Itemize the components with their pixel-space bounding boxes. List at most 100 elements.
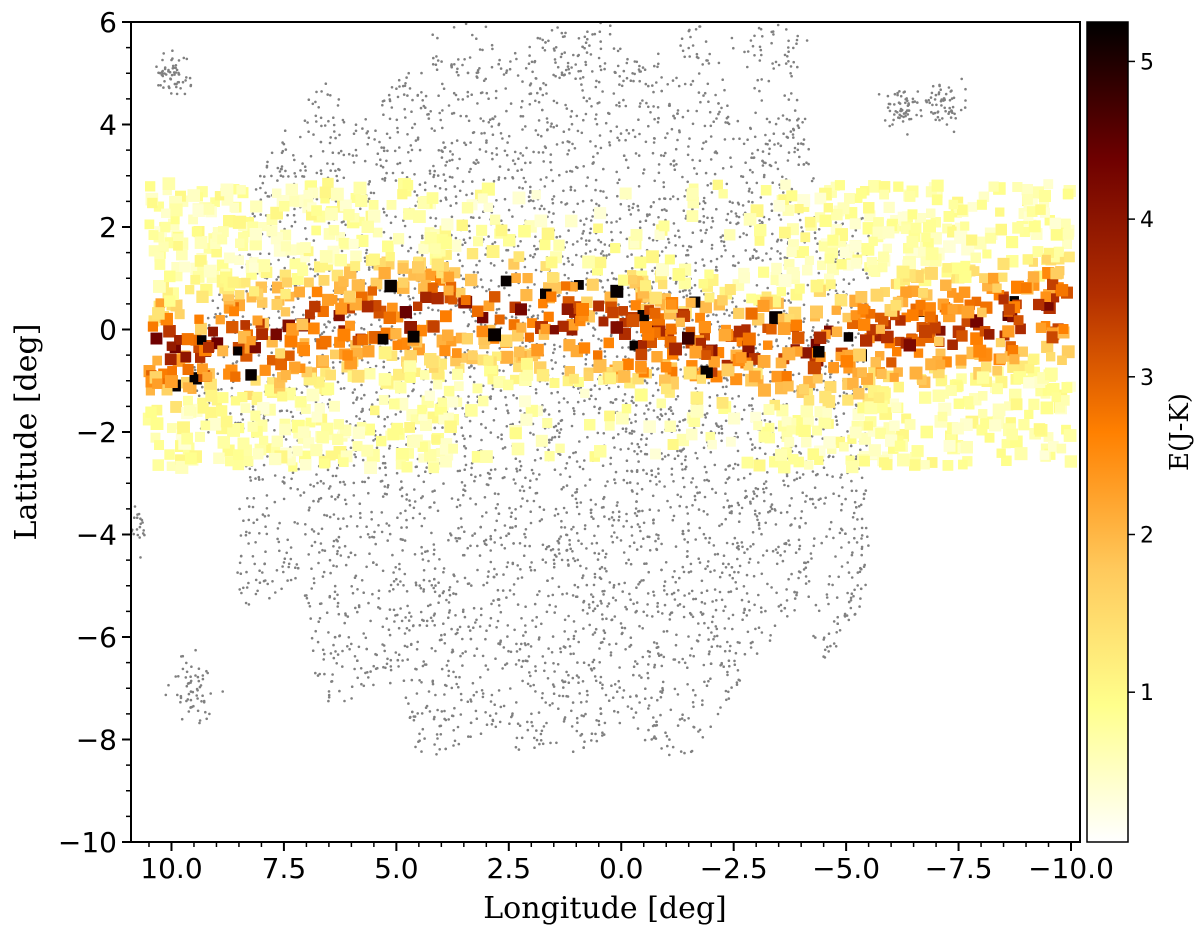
background-star-point [721,562,725,565]
background-star-point [654,475,658,479]
background-star-point [335,552,339,556]
background-star-point [457,742,461,746]
background-star-point [508,589,512,592]
background-star-point [684,467,687,471]
background-star-point [749,258,752,261]
background-star-point [683,538,686,541]
background-star-point [657,537,660,540]
background-star-point [839,476,842,479]
background-star-point [308,605,312,608]
background-star-point [683,458,687,462]
background-star-point [859,503,863,507]
background-star-point [491,117,494,120]
background-star-point [687,717,690,720]
background-star-point [653,665,656,669]
background-star-point [339,387,343,391]
background-star-point [309,267,312,271]
background-star-point [638,132,641,136]
background-star-point [764,609,767,613]
background-star-point [684,353,688,356]
background-star-point [242,519,245,522]
background-star-point [533,244,536,248]
background-star-point [863,563,866,567]
background-star-point [784,345,788,348]
background-star-point [612,518,616,522]
background-star-point [597,204,601,207]
background-star-point [714,625,718,628]
background-star-point [408,235,412,239]
background-star-point [748,187,751,191]
background-star-point [433,333,437,336]
background-star-point [708,536,712,540]
background-star-point [800,142,803,145]
background-star-point [726,104,729,107]
background-star-point [643,738,647,742]
background-star-point [644,82,648,86]
background-star-point [363,256,367,260]
background-star-point [824,496,827,500]
background-star-point [795,477,799,481]
background-star-point [703,621,706,625]
background-star-point [561,372,565,375]
background-star-point [601,734,604,737]
background-star-point [765,117,769,121]
background-star-point [492,575,496,579]
background-star-point [414,583,418,587]
background-star-point [438,111,442,115]
background-star-point [565,592,569,595]
background-star-point [649,205,653,209]
background-star-point [724,481,728,485]
background-star-point [354,148,358,152]
background-star-point [498,58,501,62]
background-star-point [761,164,765,167]
background-star-point [382,230,386,234]
background-star-point [686,249,689,252]
background-star-point [417,740,420,743]
background-star-point [526,659,529,663]
background-star-point [431,619,434,623]
background-star-point [625,561,628,565]
background-star-point [342,387,346,390]
background-star-point [240,266,244,269]
background-star-point [574,595,578,598]
background-star-point [685,253,688,257]
background-star-point [449,533,453,537]
background-star-point [563,630,566,633]
background-star-point [491,242,494,246]
background-star-point [793,517,797,520]
background-star-point [843,615,847,618]
background-star-point [423,517,426,520]
background-star-point [357,645,361,649]
background-star-point [802,568,806,571]
background-star-point [719,706,722,709]
background-star-point [834,555,837,558]
background-star-point [603,721,607,725]
background-star-point [747,561,751,564]
background-star-point [308,506,311,510]
background-star-point [370,323,373,327]
background-star-point [598,567,602,571]
background-star-point [565,549,568,552]
background-star-point [761,259,764,262]
background-star-point [625,607,628,611]
background-star-point [248,467,252,471]
background-star-point [471,681,475,685]
background-star-point [821,437,824,440]
background-star-point [420,681,423,684]
background-star-point [584,112,588,116]
background-star-point [713,553,717,556]
background-star-point [412,506,416,510]
background-star-point [329,485,332,488]
background-star-point [467,395,470,398]
background-star-point [740,598,744,602]
background-star-point [734,305,738,309]
background-star-point [498,347,502,350]
background-star-point [294,576,297,580]
background-star-point [657,467,660,471]
background-star-point [730,686,733,689]
background-star-point [840,473,843,477]
background-star-point [370,403,374,406]
background-star-point [663,197,666,200]
background-star-point [628,645,631,648]
background-star-point [500,433,503,437]
